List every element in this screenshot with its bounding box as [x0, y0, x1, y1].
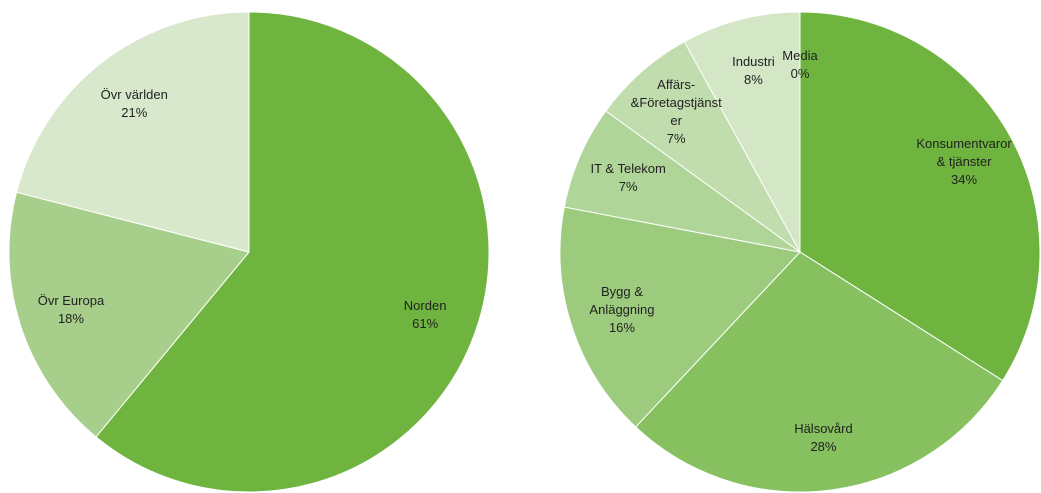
value-label: 28% — [810, 438, 837, 454]
pie-slice — [635, 251, 1004, 493]
value-label: 21% — [121, 105, 148, 121]
category-label: Bygg & Anläggning — [589, 283, 655, 317]
category-label: IT & Telekom — [590, 160, 666, 176]
slice-label: Övr Europa 18% — [23, 292, 119, 328]
value-label: 7% — [618, 178, 638, 194]
value-label: 0% — [790, 65, 810, 81]
slice-label: Övr världen 21% — [86, 86, 182, 122]
value-label: 7% — [666, 130, 686, 146]
value-label: 61% — [412, 316, 439, 332]
category-label: Affärs-&Företagstjänster — [630, 76, 722, 128]
pie-slice — [683, 11, 801, 253]
slice-label: Norden 61% — [377, 297, 473, 333]
value-label: 34% — [951, 171, 978, 187]
slice-label: Bygg & Anläggning 16% — [574, 283, 670, 337]
category-label: Övr världen — [100, 87, 168, 103]
pie-slice — [563, 110, 801, 253]
slice-label: Affärs-&Företagstjänster 7% — [628, 76, 724, 148]
pie-slice — [15, 11, 250, 253]
pie-slice — [95, 11, 490, 493]
pie-slice — [799, 11, 1041, 382]
category-label: Konsumentvaror & tjänster — [916, 135, 1012, 169]
pie-slice — [605, 41, 801, 253]
category-label: Media — [782, 47, 818, 63]
category-label: Industri — [732, 53, 775, 69]
slice-label: Hälsovård 28% — [775, 420, 871, 456]
pie-slice — [559, 206, 801, 428]
value-label: 16% — [608, 319, 635, 335]
slice-label: Industri 8% — [705, 53, 801, 89]
pie-slice — [8, 191, 250, 438]
slice-label: Media 0% — [752, 47, 848, 83]
category-label: Norden — [403, 298, 447, 314]
category-label: Övr Europa — [37, 292, 105, 308]
value-label: 18% — [57, 310, 84, 326]
slice-label: IT & Telekom 7% — [580, 160, 676, 196]
category-label: Hälsovård — [794, 420, 853, 436]
slice-label: Konsumentvaror & tjänster 34% — [916, 135, 1012, 189]
value-label: 8% — [744, 71, 763, 87]
